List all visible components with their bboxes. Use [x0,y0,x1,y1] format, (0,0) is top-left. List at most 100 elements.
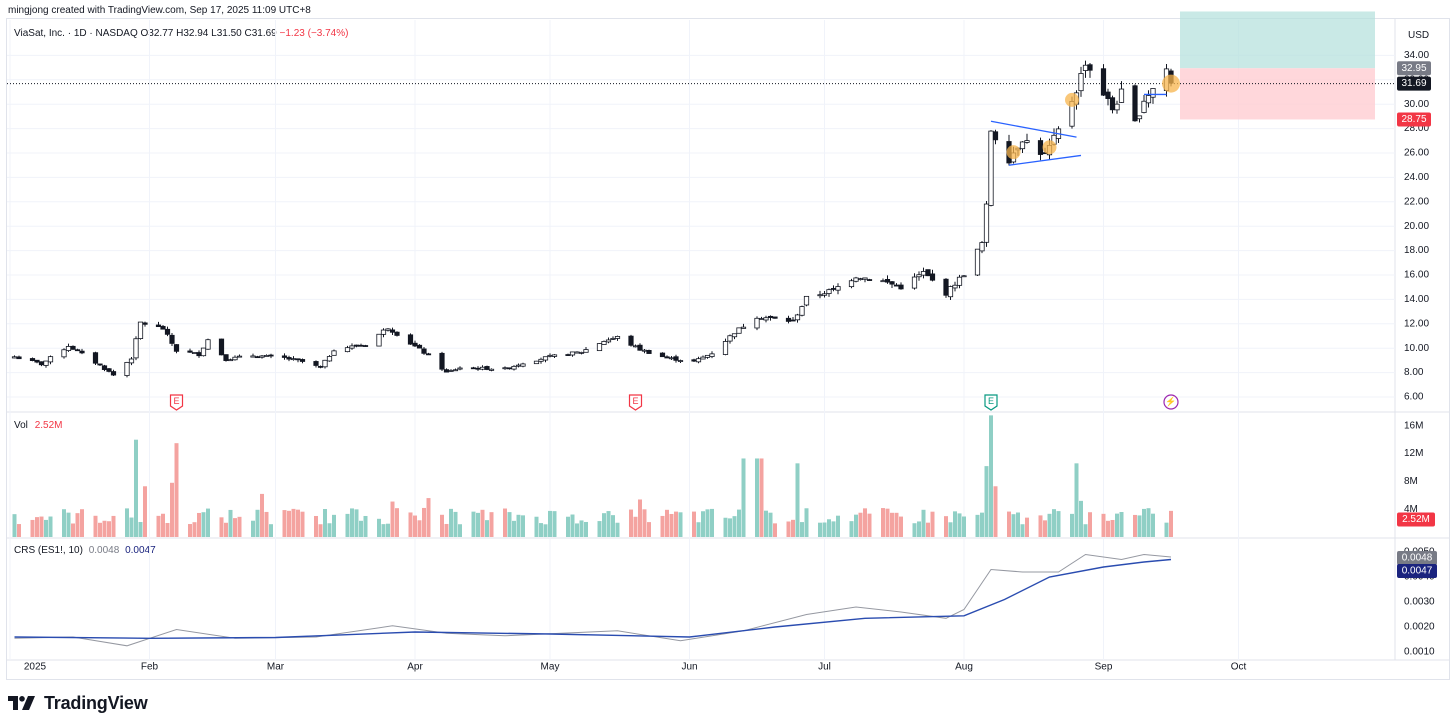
candle-body [758,318,765,320]
candle-body [38,361,45,366]
price-tick-label: 28.00 [1404,123,1429,134]
candle [862,277,868,283]
candle-body [407,334,414,345]
candle-body [943,278,949,296]
candle-body [470,367,477,370]
candle-body [232,356,238,361]
volume-bar [444,523,449,537]
candle-body [452,369,459,372]
candle [821,290,828,298]
candle-body [929,273,936,281]
candle [605,337,612,344]
candle-body [457,367,463,370]
candle [583,347,589,353]
time-axis-label: Aug [955,662,973,673]
candle [376,333,382,347]
volume-bar [233,518,237,537]
candle [250,353,256,358]
candle [947,285,954,300]
brand[interactable]: TradingView [8,691,148,715]
highlight-marker [1042,140,1057,155]
volume-bar [201,512,206,537]
candle [254,355,261,359]
volume-bar [1083,524,1088,537]
volume-bar [989,415,993,537]
candle-body [835,286,841,291]
volume-bar [264,511,269,537]
candle-body [331,350,337,356]
candle-body [200,347,207,357]
candle-body [1078,73,1084,92]
candle-body [1087,64,1093,71]
price-tick-label: 34.00 [1404,50,1429,61]
stop-price-label: 28.75 [1401,114,1426,125]
volume-bar [134,439,138,537]
volume-bar [1133,514,1137,537]
candle-body [506,367,513,370]
volume-bar [728,518,732,537]
currency-label[interactable]: USD [1408,30,1430,41]
symbol-header[interactable]: ViaSat, Inc. · 1D · NASDAQ O32.77 H32.94… [14,28,348,39]
volume-bar [197,512,201,537]
candle [632,344,639,348]
volume-bar [597,521,602,537]
candle [511,365,517,371]
candle-body [569,351,576,356]
volume-bar [174,443,179,537]
candle [425,352,432,356]
candle-body [502,367,508,370]
candle [1024,133,1030,144]
candle-body [583,349,589,353]
volume-bar [476,512,480,537]
candle-body [160,325,166,330]
candle [385,328,391,332]
candle-body [731,333,738,338]
volume-bar [269,524,273,537]
dividend-icon [1163,394,1179,410]
volume-bar [791,519,795,537]
volume-bar [62,509,66,537]
candle [610,336,616,340]
candle [578,351,585,355]
candle [920,267,927,279]
candle [911,273,918,290]
symbol-name[interactable]: ViaSat, Inc. · 1D · NASDAQ [14,28,138,39]
candle [344,345,351,353]
volume-bar [984,466,989,537]
volume-bar [759,458,764,537]
candle-body [722,341,729,355]
candle-body [983,203,990,243]
candle-body [488,368,495,371]
candle [754,316,760,331]
volume-bar [975,514,980,537]
time-axis-label: Mar [267,662,285,673]
candle [817,290,823,299]
volume-bar [503,508,507,537]
volume-bar [638,499,642,537]
candle-body [614,336,621,339]
candle [142,321,148,327]
volume-value-label: 2.52M [1402,514,1430,525]
candle [772,316,778,319]
volume-bar [98,522,102,537]
volume-bar [1047,513,1052,537]
volume-legend[interactable]: Vol 2.52M [14,420,62,431]
crs-legend[interactable]: CRS (ES1!, 10) 0.0048 0.0047 [14,545,156,556]
volume-bar [471,511,476,537]
candle [925,269,931,277]
volume-bar [44,519,48,537]
candle [767,315,774,321]
candle-body [362,345,369,347]
candle [677,359,684,364]
candle-body [47,356,54,363]
time-axis-label: Jul [818,662,831,673]
candle [659,352,666,358]
candle-body [628,335,634,346]
volume-bar [917,521,921,537]
candle-body [290,358,297,361]
price-tick-label: 6.00 [1404,392,1424,403]
candle [47,355,54,365]
candle-body [1145,95,1152,104]
candle [43,360,49,368]
